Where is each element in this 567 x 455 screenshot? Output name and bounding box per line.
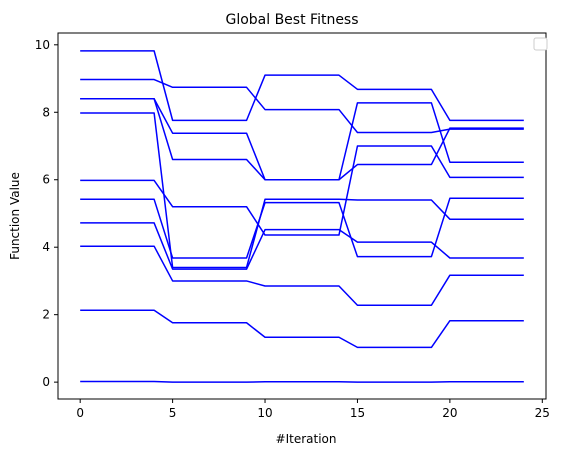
series-line-11: [80, 380, 524, 383]
y-tick-label: 0: [42, 375, 50, 389]
series-layer: [80, 50, 524, 383]
y-tick-label: 10: [35, 38, 50, 52]
y-tick-label: 4: [42, 240, 50, 254]
series-line-2: [80, 78, 524, 134]
x-tick-label: 5: [169, 406, 177, 420]
series-line-6: [80, 145, 524, 236]
x-tick-label: 15: [350, 406, 365, 420]
series-line-8: [80, 222, 524, 270]
series-line-9: [80, 245, 524, 306]
x-tick-label: 25: [535, 406, 550, 420]
x-tick-label: 0: [76, 406, 84, 420]
series-line-1: [80, 50, 524, 122]
series-line-10: [80, 309, 524, 349]
y-tick-label: 6: [42, 173, 50, 187]
legend-box: [533, 37, 548, 51]
plot-frame: [57, 32, 547, 400]
y-tick-label: 2: [42, 308, 50, 322]
series-line-4: [80, 112, 524, 269]
x-axis-label: #Iteration: [276, 432, 337, 446]
x-axis-ticks: 0 5 10 15 20 25: [76, 399, 550, 420]
y-tick-label: 8: [42, 105, 50, 119]
series-line-5: [80, 98, 524, 181]
x-tick-label: 10: [257, 406, 272, 420]
series-line-3: [80, 98, 524, 181]
y-axis-ticks: 0 2 4 6 8 10: [35, 38, 58, 389]
y-axis-label: Function Value: [8, 172, 22, 260]
x-tick-label: 20: [442, 406, 457, 420]
chart-title: Global Best Fitness: [225, 12, 358, 28]
series-line-7: [80, 197, 524, 259]
